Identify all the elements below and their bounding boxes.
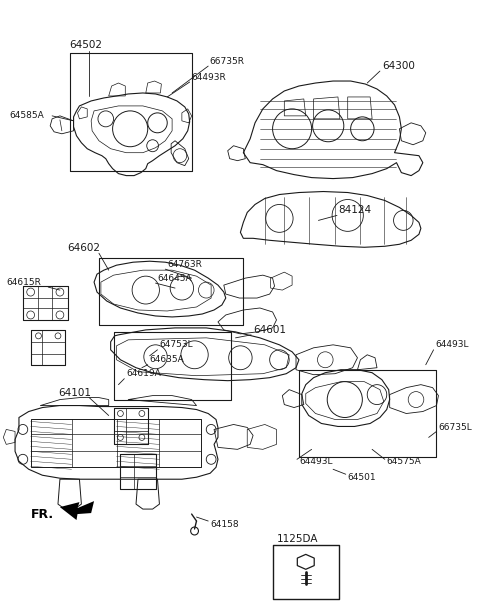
Text: 64493L: 64493L [435,340,469,349]
Text: 64615R: 64615R [6,278,41,287]
Text: 84124: 84124 [338,206,371,216]
Text: 64645A: 64645A [157,274,192,282]
Text: 64300: 64300 [382,61,415,71]
Text: 64493R: 64493R [192,72,227,82]
Text: 66735L: 66735L [438,423,472,432]
Text: 64601: 64601 [253,325,286,335]
Text: FR.: FR. [31,508,54,521]
Text: 64585A: 64585A [9,111,44,120]
Text: 66735R: 66735R [209,56,244,66]
Text: 1125DA: 1125DA [276,534,318,544]
Text: 64158: 64158 [210,519,239,529]
Text: 64575A: 64575A [387,457,421,466]
Text: 64501: 64501 [348,473,376,482]
Text: 64619A: 64619A [126,369,161,378]
Text: 64635A: 64635A [150,356,184,364]
Text: 64602: 64602 [68,243,101,253]
Text: 64753L: 64753L [159,340,193,349]
Text: 64763R: 64763R [167,260,202,269]
Text: 64101: 64101 [58,387,91,398]
Polygon shape [60,501,94,520]
Text: 64502: 64502 [70,40,103,50]
Text: 64493L: 64493L [299,457,333,466]
